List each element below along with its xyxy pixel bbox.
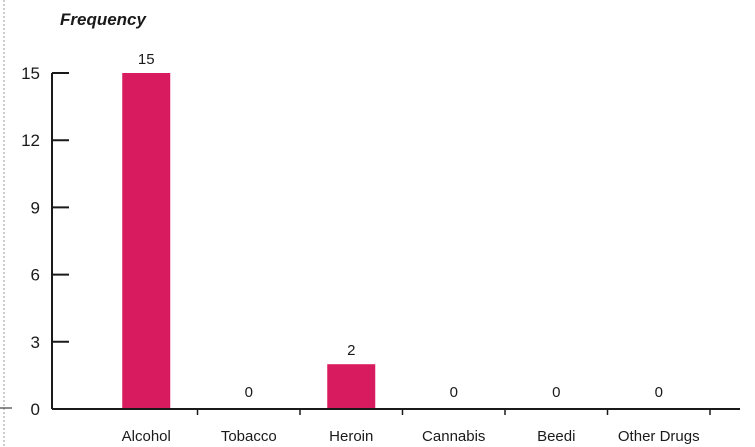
x-tick-label-5: Other Drugs	[618, 428, 700, 445]
labels-group: 0 3 6 9 12 15 Alcohol 15 Tobacco 0 Heroin 2 Cannabis…	[21, 51, 700, 445]
y-tick-label-9: 9	[31, 198, 40, 217]
y-tick-label-6: 6	[31, 266, 40, 285]
x-tick-label-2: Heroin	[329, 428, 373, 445]
data-label-5: 0	[655, 384, 663, 401]
bar-2	[327, 364, 376, 409]
data-label-4: 0	[552, 384, 560, 401]
data-label-2: 2	[347, 342, 355, 359]
x-tick-label-4: Beedi	[537, 428, 575, 445]
x-tick-label-1: Tobacco	[221, 428, 277, 445]
y-tick-label-15: 15	[21, 64, 40, 83]
data-label-0: 15	[138, 51, 155, 68]
y-tick-label-12: 12	[21, 131, 40, 150]
bars-group	[122, 73, 376, 409]
y-tick-label-3: 3	[31, 333, 40, 352]
axes-group	[51, 72, 740, 415]
data-label-1: 0	[245, 384, 253, 401]
data-label-3: 0	[450, 384, 458, 401]
bar-0	[122, 73, 171, 409]
y-axis-title: Frequency	[60, 10, 148, 29]
x-tick-label-0: Alcohol	[122, 428, 171, 445]
x-tick-label-3: Cannabis	[422, 428, 485, 445]
y-tick-label-0: 0	[31, 400, 40, 419]
